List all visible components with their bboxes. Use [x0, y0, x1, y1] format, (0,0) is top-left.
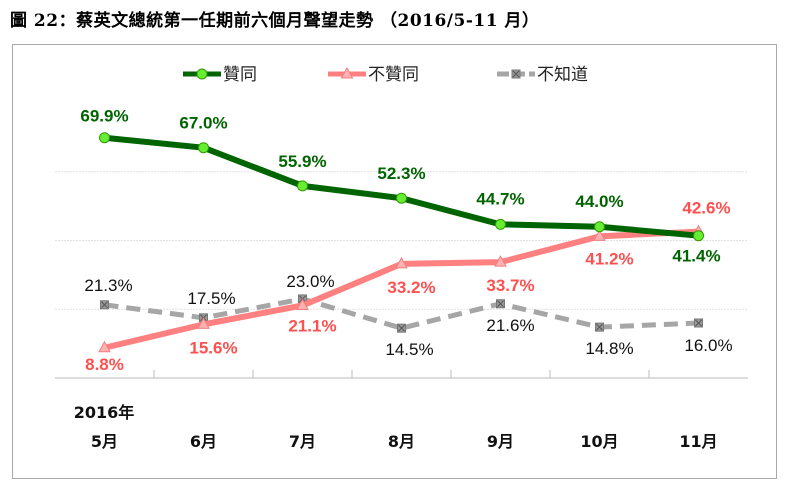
data-point-x [695, 319, 702, 327]
data-label: 16.0% [684, 336, 732, 355]
data-label: 52.3% [377, 164, 425, 183]
chart-title: 圖 22：蔡英文總統第一任期前六個月聲望走勢 （2016/5-11 月） [10, 11, 540, 31]
series-1 [98, 224, 705, 353]
x-tick-label: 8月 [388, 432, 415, 451]
data-point-circle [198, 142, 209, 154]
legend-item-1: 不贊同 [328, 65, 419, 85]
data-point-triangle [98, 340, 111, 353]
data-label: 21.3% [84, 276, 132, 295]
series-line [104, 134, 699, 239]
data-point-triangle [197, 317, 210, 329]
data-point-triangle [340, 66, 354, 79]
data-label: 69.9% [80, 107, 128, 126]
data-label: 15.6% [189, 338, 237, 357]
data-point-circle [594, 221, 605, 233]
x-tick-label: 5月 [91, 432, 118, 451]
legend-item-2: 不知道 [497, 65, 588, 85]
data-label: 67.0% [179, 114, 227, 133]
data-point-circle [693, 230, 704, 242]
data-label: 44.0% [575, 192, 623, 211]
x-tick-label: 9月 [487, 432, 514, 451]
series-0 [99, 132, 704, 242]
legend-label: 不知道 [537, 65, 588, 85]
data-point-x [101, 301, 108, 309]
data-point-circle [196, 68, 208, 80]
data-point-circle [297, 180, 308, 192]
data-point-circle [495, 218, 506, 230]
data-point-triangle [395, 256, 408, 269]
data-point-x [596, 323, 603, 331]
data-label: 44.7% [476, 189, 524, 208]
data-label: 17.5% [187, 289, 235, 308]
data-point-x [512, 70, 520, 78]
legend-label: 不贊同 [368, 65, 419, 85]
data-point-circle [396, 192, 407, 204]
legend-item-0: 贊同 [183, 65, 257, 85]
x-tick-label: 11月 [679, 432, 717, 451]
data-label: 33.7% [486, 276, 534, 295]
year-label: 2016年 [74, 403, 135, 422]
data-point-x [398, 324, 405, 332]
data-label: 33.2% [387, 278, 435, 297]
data-label: 21.6% [486, 316, 534, 335]
x-tick-label: 7月 [289, 432, 316, 451]
chart-frame [12, 44, 777, 479]
data-label: 14.8% [585, 339, 633, 358]
data-label: 23.0% [286, 272, 334, 291]
legend-label: 贊同 [223, 65, 257, 85]
data-label: 14.5% [385, 340, 433, 359]
data-point-triangle [593, 229, 606, 241]
data-label: 55.9% [278, 152, 326, 171]
x-tick-label: 10月 [580, 432, 618, 451]
data-label: 41.2% [585, 249, 633, 268]
data-label: 42.6% [682, 199, 730, 218]
x-tick-label: 6月 [190, 432, 217, 451]
data-label: 41.4% [672, 247, 720, 266]
data-point-x [497, 300, 504, 308]
data-point-triangle [296, 298, 309, 310]
data-point-triangle [494, 255, 507, 267]
data-point-circle [99, 132, 110, 144]
data-label: 21.1% [288, 316, 336, 335]
data-label: 8.8% [85, 355, 124, 374]
